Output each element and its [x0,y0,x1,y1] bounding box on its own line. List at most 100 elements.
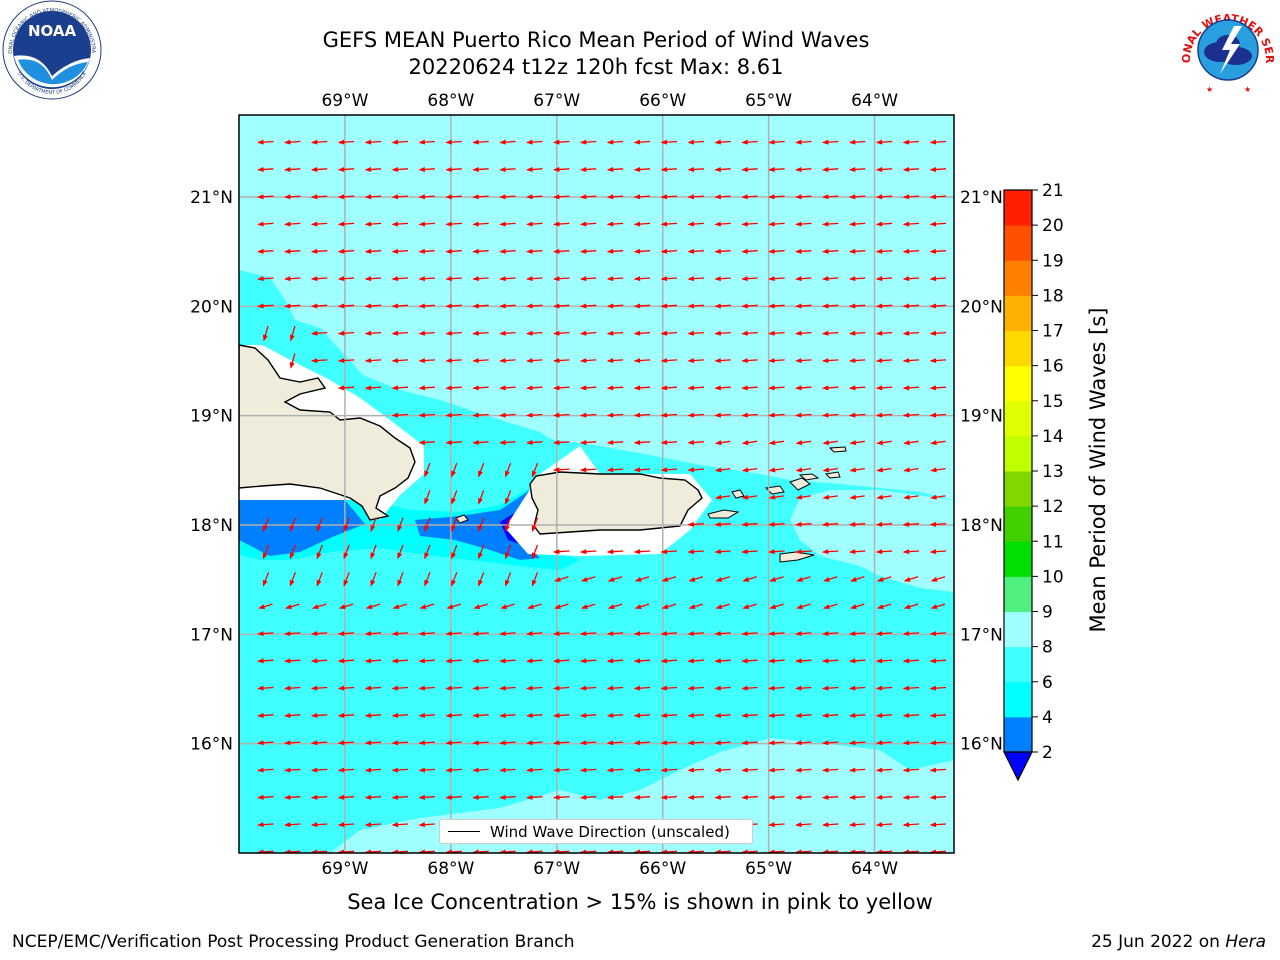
colorbar-tick-label: 17 [1042,322,1064,342]
colorbar-segment [1004,365,1032,402]
wind-arrow [714,440,731,446]
lon-label-top: 69°W [321,91,368,111]
colorbar-tick-label: 9 [1042,603,1053,623]
wind-arrow [930,576,946,582]
wind-arrow [445,794,462,800]
wind-arrow [633,685,651,691]
wind-arrow [283,631,301,637]
wind-arrow [445,631,462,637]
wind-arrow [310,794,328,800]
wind-arrow [343,517,350,533]
wind-arrow [795,822,812,828]
wind-arrow [499,221,516,227]
wind-arrow [472,712,489,718]
wind-arrow [499,303,516,309]
wind-arrow [821,303,839,309]
wind-arrow [445,740,462,746]
wind-arrow [848,712,866,718]
wind-arrow [875,248,893,254]
wind-arrow [795,794,812,800]
wind-arrow [606,412,624,418]
wind-arrow [283,822,301,828]
wind-arrow [499,767,516,773]
colorbar-tick-label: 20 [1042,216,1064,236]
wind-arrow [606,358,624,364]
wind-arrow [472,767,489,773]
wind-arrow [876,576,892,582]
wind-arrow [552,358,570,364]
wind-arrow [633,194,651,200]
wind-arrow [741,767,758,773]
wind-arrow [714,658,731,664]
wind-arrow [552,740,570,746]
wind-arrow [848,849,866,853]
wind-arrow [579,358,597,364]
wind-arrow [478,544,485,560]
wind-arrow [445,276,462,282]
lat-label-right: 20°N [960,297,1003,317]
wind-arrow [473,603,488,610]
wind-arrow [257,166,274,172]
wind-arrow [714,303,731,309]
wind-arrow [579,631,597,637]
wind-arrow [741,549,758,555]
wind-arrow [714,549,731,555]
wind-arrow [606,303,624,309]
wind-arrow [768,385,785,391]
wind-arrow [451,544,458,560]
wind-arrow [929,194,947,200]
wind-arrow [364,303,382,309]
wind-arrow [849,494,865,500]
wind-arrow [283,712,301,718]
wind-arrow [391,385,409,391]
wind-arrow [552,439,570,445]
wind-arrow [526,658,543,664]
wind-arrow [531,572,539,587]
wind-arrow [283,139,301,145]
wind-arrow [370,517,377,533]
wind-arrow [822,440,838,446]
wind-arrow [795,385,812,391]
wind-arrow [391,248,409,254]
wind-arrow [902,166,920,172]
wind-arrow [257,685,274,691]
wind-arrow [821,385,839,391]
chart-subtitle: 20220624 t12z 120h fcst Max: 8.61 [408,55,784,79]
wind-arrow [902,740,920,746]
wind-arrow [821,276,839,282]
wind-arrow [451,490,458,505]
wind-arrow [283,303,301,309]
colorbar-tick-label: 10 [1042,567,1064,587]
wind-arrow [391,658,409,664]
wind-arrow [397,572,404,587]
wind-arrow [364,822,382,828]
wind-arrow [795,767,812,773]
wind-arrow [579,303,597,309]
wind-arrow [633,549,651,555]
virgin-islands-3 [798,473,820,481]
wind-arrow [660,631,678,637]
wind-arrow [902,794,920,800]
wind-arrow [500,603,515,610]
wind-arrow [660,467,678,473]
virgin-islands-1 [764,485,785,495]
wind-arrow [795,276,812,282]
wind-arrow [848,385,866,391]
wind-arrow [795,303,812,309]
wind-arrow [283,276,301,282]
wind-arrow [478,517,485,533]
svg-text:★: ★ [1244,85,1251,94]
wind-arrow [526,767,543,773]
wind-arrow [714,194,731,200]
wind-arrow [633,139,651,145]
colorbar-tick-label: 18 [1042,286,1064,306]
wind-arrow [687,330,704,336]
wind-arrow [553,576,569,582]
wind-arrow [364,139,382,145]
wind-arrow [929,549,947,555]
wind-arrow [445,194,462,200]
wind-arrow [902,221,920,227]
wind-arrow [795,740,812,746]
wind-arrow [929,303,947,309]
wind-arrow [902,303,920,309]
